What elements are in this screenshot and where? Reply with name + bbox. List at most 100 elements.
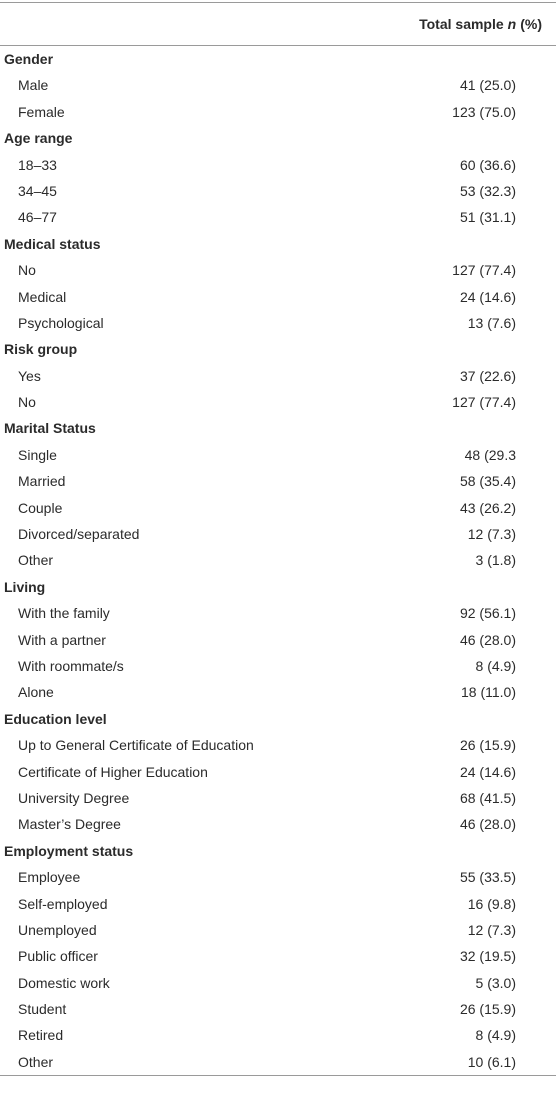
- table-row: 34–45 53 (32.3): [0, 178, 556, 204]
- row-value: 12 (7.3): [467, 921, 516, 938]
- table-row: Public officer 32 (19.5): [0, 943, 556, 969]
- table-row: Other 10 (6.1): [0, 1049, 556, 1075]
- table-row: 18–33 60 (36.6): [0, 152, 556, 178]
- row-label: Up to General Certificate of Education: [18, 737, 254, 754]
- row-value: 10 (6.1): [467, 1053, 516, 1070]
- row-label: With the family: [18, 605, 110, 622]
- row-label: University Degree: [18, 789, 130, 806]
- row-label: Other: [18, 1053, 54, 1070]
- row-value: 55 (33.5): [459, 869, 516, 886]
- table-row: Master’s Degree 46 (28.0): [0, 811, 556, 837]
- table-row: Other 3 (1.8): [0, 547, 556, 573]
- group-title: Education level: [4, 710, 107, 727]
- table-row: Married 58 (35.4): [0, 468, 556, 494]
- row-value: 58 (35.4): [459, 473, 516, 490]
- row-value: 123 (75.0): [452, 103, 516, 120]
- row-value: 48 (29.3: [464, 446, 516, 463]
- row-label: Medical: [18, 288, 67, 305]
- row-value: 41 (25.0): [459, 77, 516, 94]
- row-label: With roommate/s: [18, 657, 124, 674]
- row-label: Male: [18, 77, 49, 94]
- row-label: Married: [18, 473, 66, 490]
- row-value: 46 (28.0): [459, 631, 516, 648]
- row-label: Single: [18, 446, 57, 463]
- row-value: 5 (3.0): [475, 974, 516, 991]
- row-label: Employee: [18, 869, 81, 886]
- row-value: 3 (1.8): [475, 552, 516, 569]
- table-row: Up to General Certificate of Education 26…: [0, 732, 556, 758]
- table-row: Yes 37 (22.6): [0, 363, 556, 389]
- group-title: Age range: [4, 130, 73, 147]
- table-row: Psychological 13 (7.6): [0, 310, 556, 336]
- row-label: No: [18, 394, 36, 411]
- row-label: Divorced/separated: [18, 526, 140, 543]
- table-header: Total sample n (%): [0, 3, 556, 46]
- table-row: Female 123 (75.0): [0, 99, 556, 125]
- row-value: 26 (15.9): [459, 737, 516, 754]
- row-label: Other: [18, 552, 54, 569]
- group-title: Living: [4, 578, 46, 595]
- row-label: Domestic work: [18, 974, 110, 991]
- table-row: With the family 92 (56.1): [0, 600, 556, 626]
- group-title: Risk group: [4, 341, 78, 358]
- group-title: Marital Status: [4, 420, 96, 437]
- row-value: 26 (15.9): [459, 1001, 516, 1018]
- row-label: Yes: [18, 367, 41, 384]
- table-row: Male 41 (25.0): [0, 72, 556, 98]
- row-label: 18–33: [18, 156, 57, 173]
- header-unit: (%): [520, 16, 542, 32]
- group-title: Employment status: [4, 842, 134, 859]
- group-title: Medical status: [4, 235, 101, 252]
- row-label: Student: [18, 1001, 67, 1018]
- group-row: Education level: [0, 706, 556, 732]
- table-row: Employee 55 (33.5): [0, 864, 556, 890]
- column-header: Total sample n (%): [419, 16, 542, 32]
- row-label: Couple: [18, 499, 63, 516]
- row-label: Retired: [18, 1027, 64, 1044]
- row-value: 127 (77.4): [452, 394, 516, 411]
- table-row: Divorced/separated 12 (7.3): [0, 521, 556, 547]
- group-row: Risk group: [0, 336, 556, 362]
- row-value: 24 (14.6): [459, 763, 516, 780]
- group-row: Age range: [0, 125, 556, 151]
- row-label: Female: [18, 103, 65, 120]
- row-value: 12 (7.3): [467, 526, 516, 543]
- table-row: Single 48 (29.3: [0, 442, 556, 468]
- row-label: With a partner: [18, 631, 106, 648]
- table-row: No 127 (77.4): [0, 389, 556, 415]
- row-label: Unemployed: [18, 921, 97, 938]
- row-value: 53 (32.3): [459, 182, 516, 199]
- row-value: 51 (31.1): [459, 209, 516, 226]
- table-row: University Degree 68 (41.5): [0, 785, 556, 811]
- row-value: 68 (41.5): [459, 789, 516, 806]
- row-label: No: [18, 262, 36, 279]
- group-row: Marital Status: [0, 415, 556, 441]
- row-value: 16 (9.8): [467, 895, 516, 912]
- row-value: 37 (22.6): [459, 367, 516, 384]
- table-row: Student 26 (15.9): [0, 996, 556, 1022]
- row-label: Psychological: [18, 314, 104, 331]
- table-row: Alone 18 (11.0): [0, 679, 556, 705]
- table-row: Couple 43 (26.2): [0, 495, 556, 521]
- header-text: Total sample: [419, 16, 504, 32]
- row-value: 24 (14.6): [459, 288, 516, 305]
- row-value: 18 (11.0): [461, 684, 516, 701]
- row-value: 46 (28.0): [459, 816, 516, 833]
- row-value: 60 (36.6): [459, 156, 516, 173]
- group-row: Medical status: [0, 231, 556, 257]
- row-value: 13 (7.6): [467, 314, 516, 331]
- table-row: Unemployed 12 (7.3): [0, 917, 556, 943]
- group-row: Employment status: [0, 838, 556, 864]
- table-row: Medical 24 (14.6): [0, 284, 556, 310]
- table-row: Certificate of Higher Education 24 (14.6): [0, 759, 556, 785]
- row-value: 92 (56.1): [459, 605, 516, 622]
- row-value: 8 (4.9): [475, 1027, 516, 1044]
- row-value: 127 (77.4): [452, 262, 516, 279]
- group-row: Gender: [0, 46, 556, 72]
- group-row: Living: [0, 574, 556, 600]
- table-row: Retired 8 (4.9): [0, 1022, 556, 1048]
- row-label: Certificate of Higher Education: [18, 763, 208, 780]
- row-label: Master’s Degree: [18, 816, 121, 833]
